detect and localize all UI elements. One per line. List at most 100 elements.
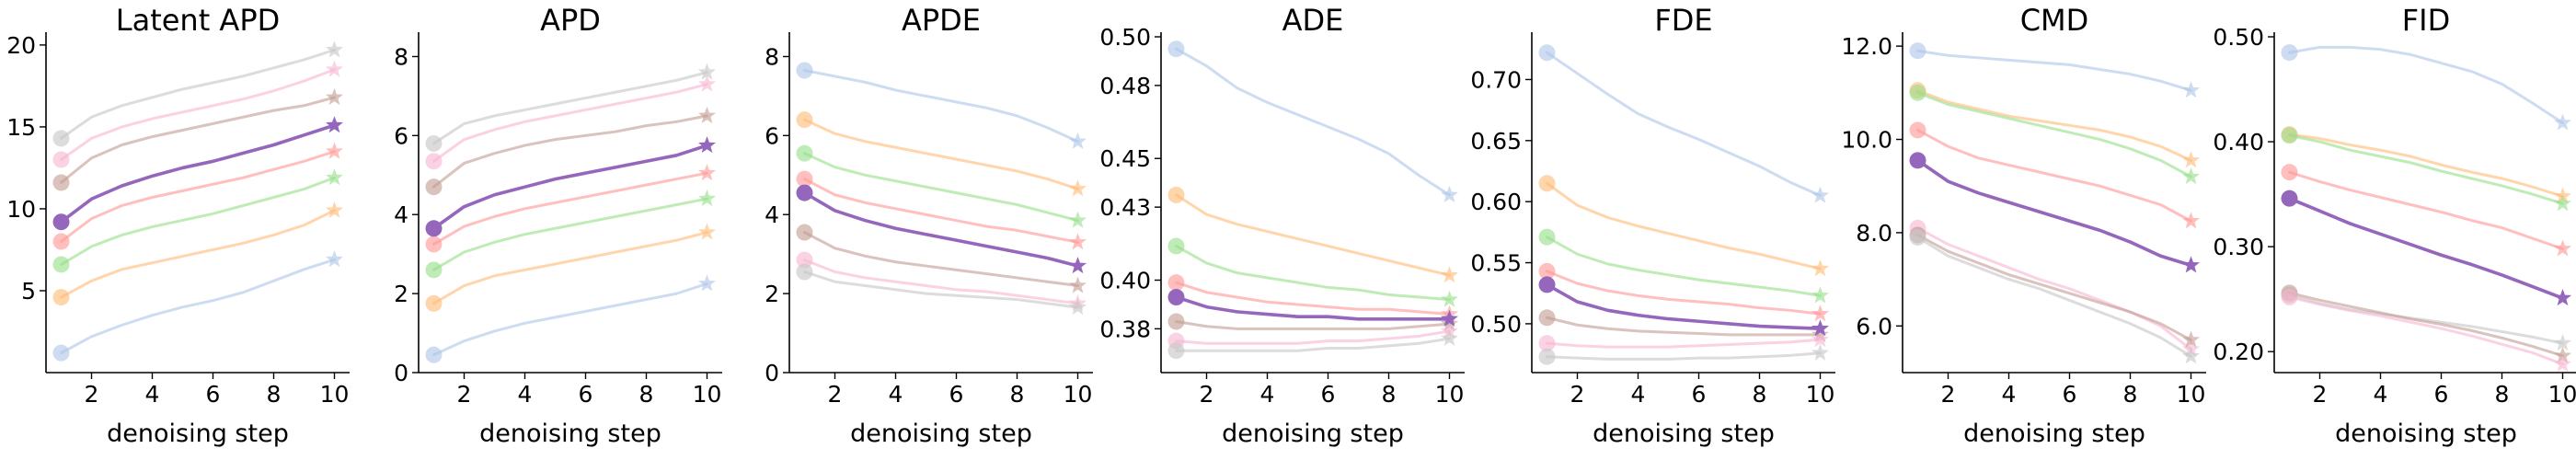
series-start-marker <box>1167 313 1185 330</box>
series-end-marker <box>1811 330 1830 348</box>
series-end-marker <box>2553 194 2572 212</box>
x-tick-label: 6 <box>2434 381 2449 408</box>
series-line <box>1916 233 2192 342</box>
y-tick-label: 4 <box>394 201 408 228</box>
series-end-marker <box>697 164 717 181</box>
x-tick-label: 8 <box>639 381 654 408</box>
series-end-marker <box>2553 289 2572 306</box>
x-tick-label: 4 <box>518 381 533 408</box>
series-start-marker <box>52 151 70 168</box>
series-start-marker <box>1538 44 1556 62</box>
x-tick-label: 2 <box>457 381 472 408</box>
x-tick-label: 2 <box>1200 381 1214 408</box>
series-start-marker <box>796 224 813 241</box>
chart-title: ADE <box>1282 3 1344 38</box>
series-line <box>60 209 336 299</box>
chart-panel-6: CMD 2 4 6 8 10 6.0 8.0 10.0 12.0 denoising step <box>1841 3 2206 448</box>
series-end-marker <box>2181 167 2201 185</box>
x-tick-label: 10 <box>1064 381 1093 408</box>
series-start-marker <box>1538 309 1556 327</box>
chart-panel-4: ADE 2 4 6 8 10 0.38 0.40 0.43 0.45 0.48 0.50 denoisi… <box>1099 3 1465 448</box>
x-axis-label: denoising step <box>850 420 1032 448</box>
series-line <box>60 176 336 266</box>
y-tick-label: 20 <box>6 32 36 59</box>
x-axis-label: denoising step <box>1593 420 1775 448</box>
x-tick-label: 6 <box>1692 381 1707 408</box>
series-start-marker <box>52 289 70 306</box>
x-tick-label: 10 <box>2177 381 2206 408</box>
series-line <box>60 258 336 355</box>
series-line <box>803 69 1079 144</box>
series-end-marker <box>1068 276 1087 293</box>
series-start-marker <box>1167 289 1185 306</box>
series-line <box>1916 49 2192 92</box>
x-tick-label: 4 <box>2002 381 2017 408</box>
y-tick-label: 0.40 <box>2213 129 2264 155</box>
series-line <box>432 197 708 271</box>
chart-title: APDE <box>902 3 981 38</box>
series-line <box>1175 281 1451 316</box>
series-line <box>432 171 708 246</box>
series-line <box>803 231 1079 288</box>
series-line <box>1175 329 1451 345</box>
y-tick-label: 0.50 <box>1470 311 1522 338</box>
x-tick-label: 6 <box>2063 381 2077 408</box>
series-end-marker <box>1068 298 1087 316</box>
series-line <box>60 96 336 184</box>
series-start-marker <box>425 220 443 237</box>
x-axis-label: denoising step <box>107 420 289 448</box>
y-tick-label: 0.50 <box>2213 24 2264 51</box>
series-line <box>802 190 1080 268</box>
series-end-marker <box>2181 330 2201 348</box>
y-tick-label: 0 <box>765 360 779 386</box>
series-line <box>1915 158 2193 268</box>
series-end-marker <box>325 40 344 58</box>
series-start-marker <box>1538 335 1556 352</box>
series-start-marker <box>796 144 813 162</box>
x-tick-label: 8 <box>1382 381 1397 408</box>
series-end-marker <box>1068 132 1087 149</box>
series-start-marker <box>796 170 813 188</box>
y-tick-label: 0 <box>394 360 408 386</box>
series-end-marker <box>1811 305 1830 322</box>
x-tick-label: 6 <box>949 381 964 408</box>
series-end-marker <box>1440 185 1459 203</box>
x-tick-label: 4 <box>1260 381 1275 408</box>
series-start-marker <box>425 346 443 363</box>
series-end-marker <box>1811 343 1830 361</box>
chart-title: FID <box>2402 3 2450 38</box>
series-start-marker <box>52 344 70 362</box>
x-tick-label: 10 <box>693 381 722 408</box>
x-tick-label: 10 <box>1435 381 1465 408</box>
y-tick-label: 6 <box>394 122 408 149</box>
x-axis-label: denoising step <box>1222 420 1404 448</box>
series-start-marker <box>2281 44 2298 62</box>
series-start-marker <box>1167 274 1185 292</box>
y-tick-label: 0.55 <box>1470 250 1522 277</box>
series-start-marker <box>2281 127 2298 144</box>
series-line <box>803 118 1079 190</box>
series-start-marker <box>52 233 70 250</box>
x-tick-label: 8 <box>1010 381 1025 408</box>
series-line <box>60 68 336 162</box>
series-end-marker <box>2181 151 2201 168</box>
x-tick-label: 4 <box>145 381 160 408</box>
series-line <box>1546 51 1822 198</box>
series-end-marker <box>697 63 717 80</box>
x-tick-label: 4 <box>1631 381 1646 408</box>
series-start-marker <box>425 236 443 253</box>
x-tick-label: 8 <box>2123 381 2138 408</box>
series-line <box>2288 295 2564 366</box>
x-tick-label: 4 <box>2374 381 2388 408</box>
series-line <box>1916 236 2192 358</box>
series-end-marker <box>325 168 344 186</box>
series-end-marker <box>325 201 344 218</box>
series-end-marker <box>1068 211 1087 228</box>
x-tick-label: 8 <box>2495 381 2510 408</box>
chart-title: FDE <box>1654 3 1712 38</box>
y-tick-label: 0.43 <box>1099 194 1151 221</box>
series-line <box>803 270 1079 309</box>
series-start-marker <box>425 153 443 170</box>
series-start-marker <box>52 256 70 273</box>
series-start-marker <box>1909 84 1926 101</box>
